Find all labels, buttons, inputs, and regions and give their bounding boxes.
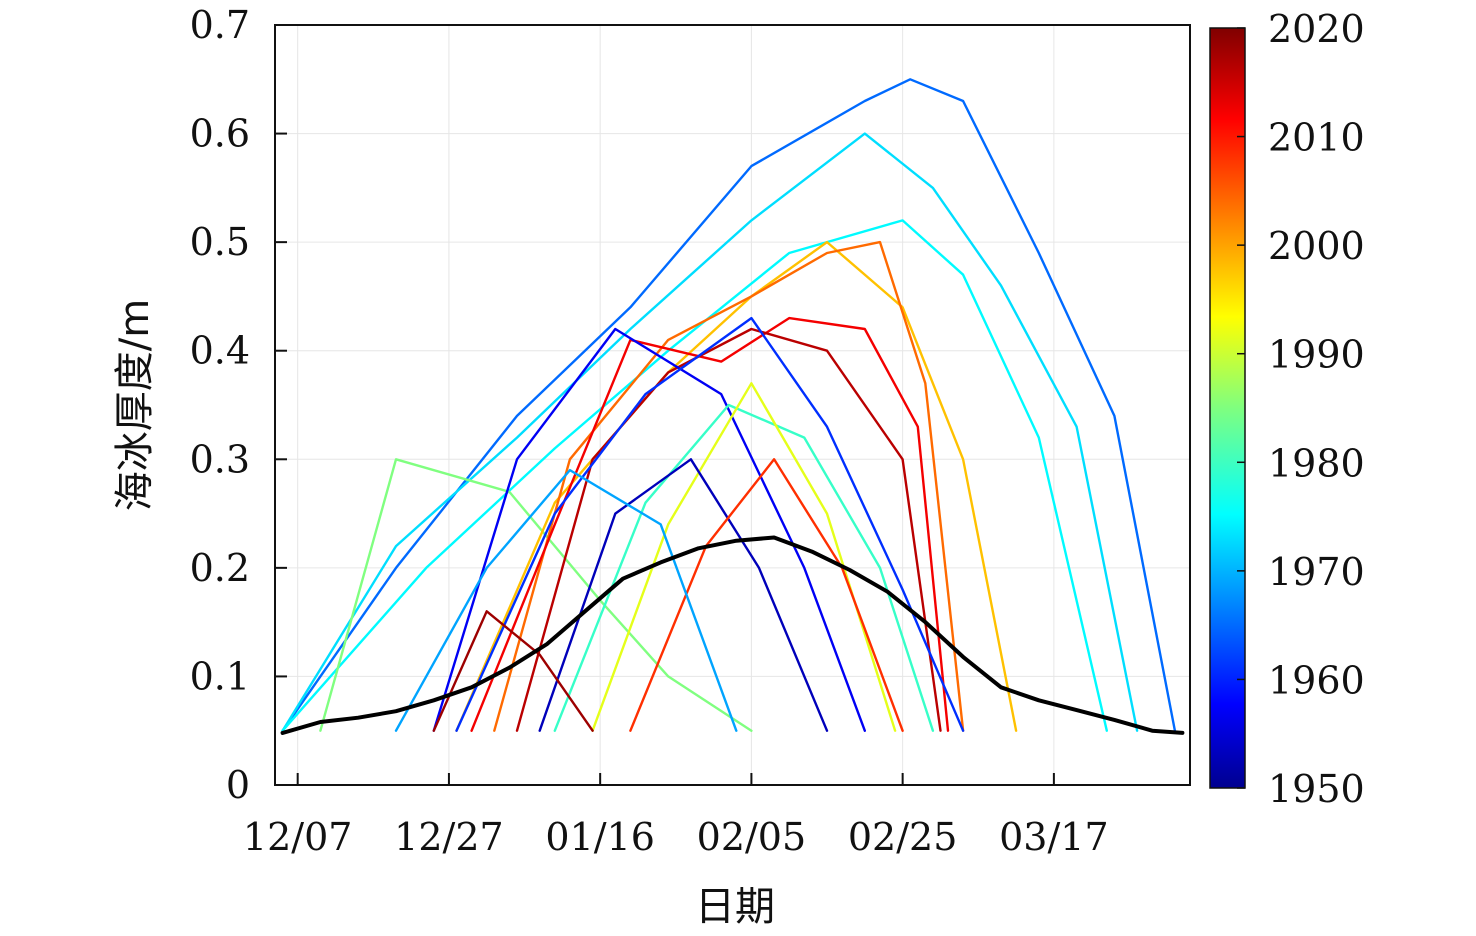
- y-tick-label: 0.3: [190, 437, 250, 481]
- x-axis-ticks: 12/07 12/27 01/16 02/05 02/25 03/17: [243, 773, 1109, 859]
- colorbar-tick-label: 2010: [1268, 116, 1365, 160]
- colorbar-tick-label: 1980: [1268, 441, 1365, 485]
- y-tick-label: 0.4: [190, 329, 250, 373]
- x-tick-label: 03/17: [999, 815, 1109, 859]
- series-line-1974: [281, 132, 1139, 732]
- series-line-1985: [319, 458, 753, 732]
- grid: [275, 24, 1190, 786]
- series-line-1954: [538, 458, 829, 732]
- series-line-1958: [432, 327, 866, 732]
- x-axis-label: 日期: [695, 884, 775, 930]
- mean-series-line: [280, 535, 1185, 735]
- y-axis-label: 海冰厚度/m: [112, 299, 158, 511]
- colorbar-ticks: 2020 2010 2000 1990 1980 1970 1960 1950: [1237, 7, 1365, 811]
- y-tick-label: 0.5: [190, 220, 250, 264]
- x-tick-label: 01/16: [545, 815, 655, 859]
- series-line-1992: [591, 382, 897, 732]
- series-line-1976: [281, 219, 1109, 732]
- colorbar-tick-label: 2000: [1268, 224, 1365, 268]
- y-tick-label: 0.1: [190, 654, 250, 698]
- series-line-2008: [629, 458, 904, 732]
- series-line-1962: [455, 316, 965, 732]
- yearly-series-group: [281, 78, 1177, 732]
- colorbar-tick-label: 2020: [1268, 7, 1365, 51]
- y-tick-label: 0.6: [190, 112, 250, 156]
- series-line-1966: [281, 78, 1177, 732]
- colorbar: [1209, 27, 1246, 789]
- series-line-2004: [493, 240, 965, 732]
- series-line-1970: [394, 468, 738, 732]
- y-tick-label: 0.7: [190, 3, 250, 47]
- colorbar-tick-label: 1950: [1268, 767, 1365, 811]
- y-axis-ticks: 0 0.1 0.2 0.3 0.4 0.5 0.6 0.7: [190, 3, 287, 807]
- x-tick-label: 12/07: [243, 815, 353, 859]
- series-line-2016: [515, 327, 942, 732]
- x-tick-label: 02/05: [697, 815, 807, 859]
- x-tick-label: 02/25: [848, 815, 958, 859]
- y-tick-label: 0.2: [190, 546, 250, 590]
- y-tick-label: 0: [226, 763, 250, 807]
- colorbar-tick-label: 1960: [1268, 658, 1365, 702]
- mean-series-group: [280, 535, 1185, 735]
- colorbar-tick-label: 1970: [1268, 550, 1365, 594]
- colorbar-tick-label: 1990: [1268, 333, 1365, 377]
- x-tick-label: 12/27: [394, 815, 504, 859]
- series-line-2012: [470, 316, 950, 732]
- plot-frame: [274, 24, 1191, 786]
- series-line-2018: [432, 610, 594, 732]
